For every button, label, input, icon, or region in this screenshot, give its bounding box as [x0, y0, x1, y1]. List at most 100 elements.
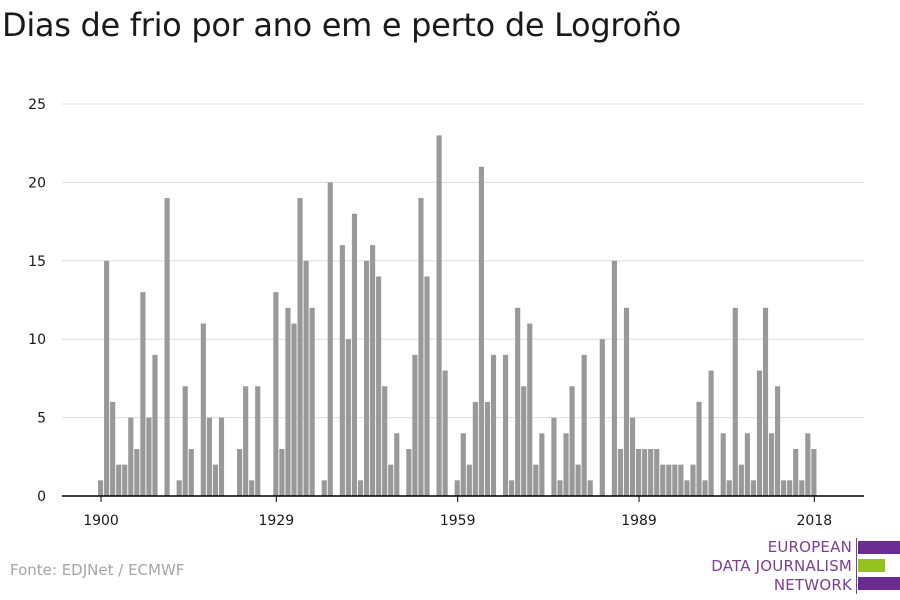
- bar: [509, 480, 515, 496]
- bar: [394, 433, 400, 496]
- y-tick-label: 15: [28, 254, 46, 270]
- bar: [587, 480, 593, 496]
- bar: [775, 386, 781, 496]
- source-note: Fonte: EDJNet / ECMWF: [10, 561, 185, 579]
- bar: [146, 417, 152, 496]
- bar: [805, 433, 811, 496]
- bar: [212, 464, 218, 496]
- x-tick-label: 1900: [83, 513, 119, 529]
- bar: [122, 464, 128, 496]
- bar: [424, 276, 430, 496]
- bar: [484, 401, 491, 496]
- bar: [303, 260, 309, 496]
- bar: [793, 448, 799, 496]
- bar: [636, 448, 642, 496]
- bar: [363, 260, 370, 496]
- bar: [599, 339, 605, 496]
- bar: [738, 464, 744, 496]
- bar: [799, 480, 805, 496]
- bar: [515, 307, 521, 496]
- logo-bar-green: [858, 559, 885, 572]
- gridlines: [62, 103, 864, 419]
- bar: [297, 198, 303, 496]
- bar: [581, 354, 587, 496]
- bar: [533, 464, 539, 496]
- bar: [617, 448, 624, 496]
- bar: [660, 464, 666, 496]
- bar: [110, 401, 116, 496]
- bar: [388, 464, 394, 496]
- x-tick-label: 2018: [797, 513, 833, 529]
- bar: [708, 370, 714, 496]
- bar: [569, 386, 575, 496]
- bar: [200, 323, 206, 496]
- x-tick-label: 1989: [621, 513, 657, 529]
- bar: [478, 166, 484, 496]
- edjnet-logo[interactable]: EUROPEAN DATA JOURNALISM NETWORK: [700, 538, 900, 594]
- bar: [279, 448, 285, 496]
- bar: [690, 464, 696, 496]
- bar: [321, 480, 327, 496]
- bar: [128, 417, 134, 496]
- bar: [436, 135, 442, 497]
- bar: [490, 354, 497, 496]
- x-tick-label: 1959: [440, 513, 476, 529]
- bar: [672, 464, 678, 496]
- logo-line-3: NETWORK: [773, 576, 852, 594]
- bar: [291, 323, 297, 496]
- bar: [768, 433, 775, 496]
- bar: [575, 464, 581, 496]
- bar: [527, 323, 533, 496]
- bar: [781, 480, 787, 496]
- bars: [98, 135, 817, 497]
- bar: [406, 448, 412, 496]
- bar: [182, 386, 188, 496]
- bar: [273, 292, 279, 496]
- logo-line-1: EUROPEAN: [767, 538, 852, 556]
- bar: [418, 198, 424, 496]
- bar: [327, 182, 333, 496]
- x-axis: 1900 1929 1959 1989 2018: [62, 495, 864, 529]
- bar: [642, 448, 648, 496]
- bar: [762, 307, 769, 496]
- y-tick-label: 0: [37, 489, 46, 505]
- bar: [732, 307, 738, 496]
- bar: [811, 448, 817, 496]
- bar: [756, 370, 763, 496]
- bar: [472, 401, 478, 496]
- y-tick-label: 25: [28, 97, 46, 113]
- bar: [104, 260, 110, 496]
- bar: [460, 433, 466, 496]
- bar: [176, 480, 182, 496]
- bar: [116, 464, 122, 496]
- bar: [648, 448, 654, 496]
- bar: [98, 480, 104, 496]
- chart-title: Dias de frio por ano em e perto de Logro…: [2, 6, 682, 44]
- bar: [339, 245, 345, 496]
- bar: [243, 386, 249, 496]
- bar: [678, 464, 684, 496]
- bar: [140, 292, 146, 496]
- x-tick-label: 1929: [259, 513, 295, 529]
- bar: [309, 307, 315, 496]
- bar: [629, 417, 636, 496]
- bar: [188, 448, 194, 496]
- bar: [454, 480, 460, 496]
- bar: [255, 386, 261, 496]
- y-tick-label: 20: [28, 175, 46, 191]
- bar: [382, 386, 388, 496]
- bar: [623, 307, 630, 496]
- bar: [787, 480, 793, 496]
- bar: [152, 354, 158, 496]
- bar: [466, 464, 472, 496]
- logo-divider: [856, 538, 857, 594]
- bar: [654, 448, 660, 496]
- bar: [720, 433, 726, 496]
- bar: [521, 386, 527, 496]
- bar: [684, 480, 690, 496]
- logo-bar-purple-top: [858, 541, 900, 554]
- bar: [285, 307, 291, 496]
- bar: [351, 213, 358, 496]
- bar: [744, 433, 750, 496]
- bar: [696, 401, 702, 496]
